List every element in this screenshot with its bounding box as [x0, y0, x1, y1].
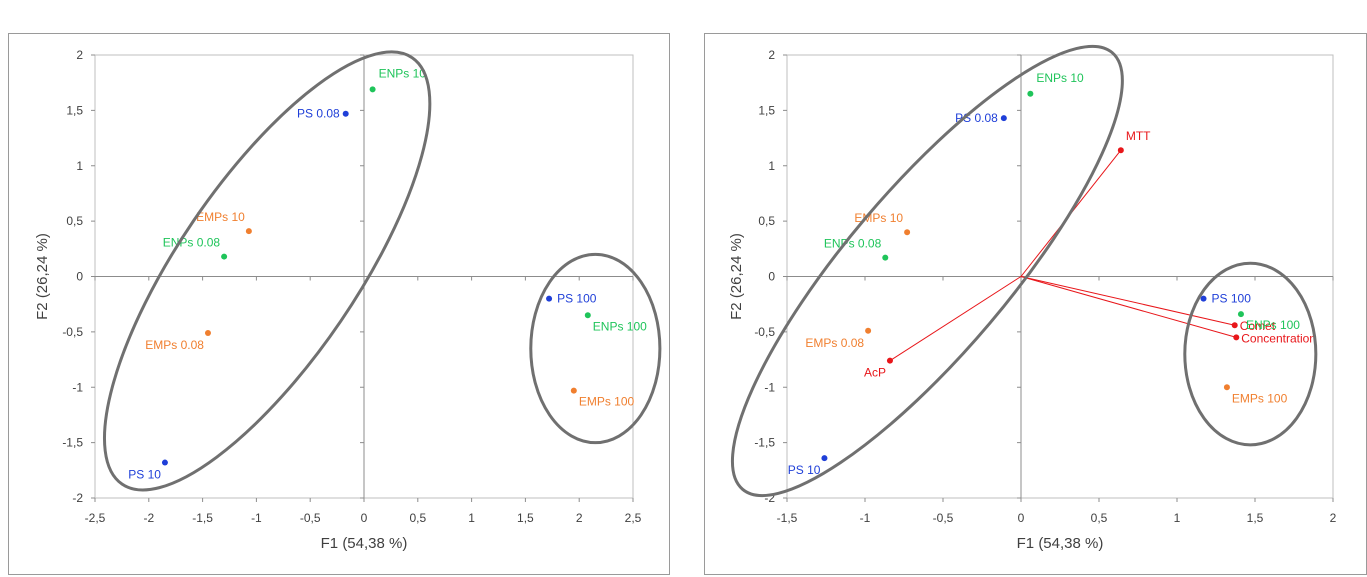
- variable-vector-point: [1231, 322, 1238, 329]
- x-tick-label: 0,5: [409, 511, 426, 525]
- y-tick-label: 2: [768, 48, 775, 62]
- observation-label: EMPs 0.08: [805, 336, 864, 350]
- y-tick-label: -1: [72, 380, 83, 394]
- observation-point: [584, 312, 591, 319]
- y-tick-label: 1: [76, 159, 83, 173]
- observation-label: PS 10: [128, 468, 161, 482]
- x-tick-label: 0,5: [1091, 511, 1108, 525]
- x-tick-label: -1: [251, 511, 262, 525]
- y-tick-label: 0: [768, 270, 775, 284]
- observation-label: ENPs 100: [1246, 318, 1300, 332]
- chart-frame: [8, 33, 670, 575]
- observation-point: [1223, 384, 1230, 391]
- x-tick-label: -2,5: [85, 511, 106, 525]
- y-tick-label: 1: [768, 159, 775, 173]
- variable-vector-label: AcP: [864, 366, 886, 380]
- observation-label: EMPs 0.08: [145, 338, 204, 352]
- y-tick-label: -1,5: [754, 436, 775, 450]
- observation-point: [161, 459, 168, 466]
- y-axis-title: F2 (26,24 %): [728, 233, 745, 320]
- y-tick-label: -0,5: [754, 325, 775, 339]
- observation-point: [369, 86, 376, 93]
- variable-vector-line: [889, 276, 1022, 362]
- observation-label: ENPs 0.08: [163, 236, 221, 250]
- y-tick-label: 0,5: [758, 214, 775, 228]
- x-tick-label: -1,5: [192, 511, 213, 525]
- x-tick-label: -1,5: [777, 511, 798, 525]
- y-tick-label: -1,5: [62, 436, 83, 450]
- y-tick-label: -2: [764, 491, 775, 505]
- observation-point: [904, 229, 911, 236]
- x-tick-label: 2: [576, 511, 583, 525]
- observation-label: ENPs 10: [379, 66, 427, 80]
- x-tick-label: 2: [1330, 511, 1337, 525]
- x-tick-label: 2,5: [625, 511, 642, 525]
- observation-point: [1200, 295, 1207, 302]
- variable-vector-point: [886, 357, 893, 364]
- group-ellipse: [730, 44, 1124, 498]
- observation-label: ENPs 100: [593, 319, 647, 333]
- chart-frame: [704, 33, 1367, 575]
- observation-point: [882, 254, 889, 261]
- y-axis-title: F2 (26,24 %): [34, 233, 51, 320]
- variable-vector-line: [1020, 276, 1237, 338]
- x-axis-title: F1 (54,38 %): [1017, 535, 1104, 552]
- y-tick-label: 1,5: [66, 103, 83, 117]
- right-pca-biplot: -1,5 -1 -0,5 0 0,5 1 1,5 2-2-1,5-1-0,500,511,52…: [728, 44, 1337, 552]
- variable-vector-label: Concentration: [1241, 331, 1316, 345]
- right-chart-panel: -1,5 -1 -0,5 0 0,5 1 1,5 2 -2 -1,5 -1 -0,5 0 0,5 1 1,5 2…: [690, 0, 1367, 577]
- variable-vector-point: [1117, 147, 1124, 154]
- left-pca-biplot: -2,5 -2 -1,5 -1 -0,5 0 0,5 1 1,5 2 2,5-2-1,5-1-0,5…: [34, 48, 662, 552]
- observation-point: [1000, 115, 1007, 122]
- variable-vector-line: [1020, 276, 1235, 326]
- observation-label: PS 0.08: [297, 107, 340, 121]
- observation-point: [221, 253, 228, 260]
- y-tick-label: -0,5: [62, 325, 83, 339]
- observation-point: [204, 329, 211, 336]
- observation-label: EMPs 100: [1232, 391, 1288, 405]
- y-tick-label: 0: [76, 270, 83, 284]
- x-tick-label: 1: [1174, 511, 1181, 525]
- y-tick-label: 0,5: [66, 214, 83, 228]
- observation-point: [1237, 311, 1244, 318]
- x-tick-label: -0,5: [933, 511, 954, 525]
- y-tick-label: 2: [76, 48, 83, 62]
- group-ellipse: [529, 252, 662, 445]
- observation-point: [570, 387, 577, 394]
- observation-label: EMPs 10: [196, 210, 245, 224]
- observation-point: [865, 327, 872, 334]
- observation-point: [342, 110, 349, 117]
- y-tick-label: 1,5: [758, 103, 775, 117]
- x-tick-label: 0: [361, 511, 368, 525]
- variable-vector-label: MTT: [1126, 129, 1151, 143]
- x-axis-title: F1 (54,38 %): [321, 535, 408, 552]
- variable-vector-point: [1233, 334, 1240, 341]
- x-tick-label: 1,5: [1247, 511, 1264, 525]
- y-tick-label: -2: [72, 491, 83, 505]
- group-ellipse: [102, 50, 432, 492]
- x-tick-label: -0,5: [300, 511, 321, 525]
- observation-label: PS 100: [1212, 292, 1252, 306]
- x-tick-label: -2: [143, 511, 154, 525]
- observation-label: PS 100: [557, 292, 597, 306]
- observation-label: PS 10: [788, 463, 821, 477]
- observation-point: [245, 228, 252, 235]
- observation-point: [821, 455, 828, 462]
- x-tick-label: 1,5: [517, 511, 534, 525]
- y-tick-label: -1: [764, 380, 775, 394]
- group-ellipse: [1183, 261, 1318, 447]
- variable-vector-label: Comet: [1240, 319, 1276, 333]
- observation-point: [1027, 90, 1034, 97]
- x-tick-label: 1: [468, 511, 475, 525]
- observation-point: [546, 295, 553, 302]
- observation-label: ENPs 0.08: [824, 237, 882, 251]
- observation-label: ENPs 10: [1036, 71, 1084, 85]
- x-tick-label: 0: [1018, 511, 1025, 525]
- left-chart-panel: -2,5 -2 -1,5 -1 -0,5 0 0,5 1 1,5 2 2,5 -2 -1,5 -1 -0,5…: [0, 0, 680, 577]
- observation-label: EMPs 100: [579, 395, 635, 409]
- x-tick-label: -1: [860, 511, 871, 525]
